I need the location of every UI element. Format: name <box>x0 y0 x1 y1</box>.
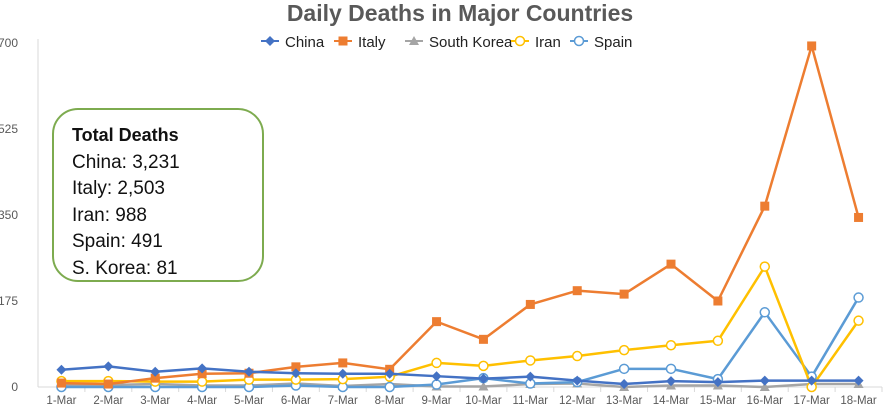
data-point-china <box>806 375 817 386</box>
data-point-china <box>431 371 442 382</box>
x-tick-label: 9-Mar <box>422 395 452 407</box>
data-point-iran <box>853 315 864 326</box>
x-tick-label: 11-Mar <box>513 395 549 407</box>
total-korea: S. Korea: 81 <box>72 257 178 279</box>
x-tick-label: 18-Mar <box>840 395 877 407</box>
data-point-iran <box>431 357 442 369</box>
y-tick-label: 525 <box>0 122 18 136</box>
x-tick-label: 1-Mar <box>46 395 76 407</box>
data-point-italy <box>150 373 160 383</box>
data-point-italy <box>572 286 582 296</box>
total-deaths-box: Total Deaths China: 3,231 Italy: 2,503 I… <box>52 108 264 282</box>
data-point-italy <box>478 334 488 344</box>
data-point-china <box>56 364 67 375</box>
x-tick-label: 6-Mar <box>281 395 311 407</box>
x-tick-label: 7-Mar <box>328 395 358 407</box>
data-point-china <box>150 366 161 377</box>
data-point-italy <box>666 259 676 269</box>
x-tick-label: 14-Mar <box>653 395 690 407</box>
data-point-spain <box>618 363 630 375</box>
chart-title: Daily Deaths in Major Countries <box>286 0 634 26</box>
data-point-italy <box>291 362 301 372</box>
data-point-italy <box>854 212 864 222</box>
legend-label-spain: Spain <box>594 34 632 51</box>
data-point-china <box>244 366 254 377</box>
data-point-iran <box>525 355 536 366</box>
legend-marker-iran <box>514 35 526 47</box>
data-point-italy <box>619 289 629 299</box>
data-point-spain <box>759 307 771 318</box>
data-point-iran <box>618 344 630 356</box>
data-point-italy <box>197 369 207 379</box>
data-point-italy <box>760 201 770 211</box>
x-tick-label: 10-Mar <box>465 395 502 407</box>
data-point-italy <box>525 299 535 309</box>
y-tick-label: 0 <box>11 380 18 394</box>
legend-label-south-korea: South Korea <box>429 34 513 51</box>
total-spain: Spain: 491 <box>72 231 163 252</box>
legend-label-china: China <box>285 34 325 51</box>
legend-marker-china <box>265 36 275 46</box>
data-point-iran <box>478 360 489 372</box>
x-tick-label: 12-Mar <box>559 395 596 407</box>
data-point-china <box>525 371 536 382</box>
data-point-spain <box>665 363 677 375</box>
data-point-iran <box>196 376 208 387</box>
x-tick-label: 5-Mar <box>234 395 264 407</box>
data-point-iran <box>665 339 677 351</box>
y-tick-label: 175 <box>0 294 18 308</box>
data-point-spain <box>431 379 442 390</box>
data-point-south-korea <box>759 382 770 391</box>
x-tick-label: 16-Mar <box>747 395 784 407</box>
data-point-china <box>853 375 864 386</box>
data-point-china <box>384 368 395 379</box>
data-point-italy <box>56 378 66 388</box>
series-line-south-korea <box>61 382 859 389</box>
data-point-iran <box>712 335 724 347</box>
data-point-south-korea <box>478 381 489 391</box>
data-point-china <box>619 379 630 390</box>
data-point-iran <box>571 350 583 362</box>
data-point-spain <box>853 292 864 303</box>
total-italy: Italy: 2,503 <box>72 178 165 199</box>
series-line-spain <box>61 296 860 389</box>
x-tick-label: 2-Mar <box>93 395 123 407</box>
data-point-china <box>666 376 676 387</box>
legend-marker-spain <box>573 35 585 47</box>
data-point-china <box>572 375 583 386</box>
total-china: China: 3,231 <box>72 151 180 173</box>
data-point-china <box>712 377 723 388</box>
data-point-italy <box>432 317 442 327</box>
y-tick-label: 700 <box>0 36 18 50</box>
legend-marker-south-korea <box>409 36 419 45</box>
data-point-china <box>290 368 301 379</box>
total-deaths-heading: Total Deaths <box>72 125 179 145</box>
x-tick-label: 4-Mar <box>187 395 217 407</box>
data-point-italy <box>713 296 723 306</box>
series-line-china <box>61 365 859 386</box>
x-tick-label: 13-Mar <box>606 395 643 407</box>
y-tick-label: 350 <box>0 208 18 222</box>
data-point-china <box>197 363 208 374</box>
data-point-china <box>478 373 489 384</box>
x-tick-label: 15-Mar <box>700 395 737 407</box>
data-point-spain <box>384 381 395 393</box>
data-point-china <box>337 368 348 379</box>
series-line-iran <box>61 265 860 389</box>
legend-label-italy: Italy <box>358 34 386 51</box>
data-point-china <box>759 375 770 386</box>
x-tick-label: 3-Mar <box>140 395 170 407</box>
data-point-italy <box>103 379 113 389</box>
series-line-italy <box>61 44 860 386</box>
legend-label-iran: Iran <box>535 34 561 51</box>
x-tick-label: 17-Mar <box>793 395 830 407</box>
data-point-iran <box>759 261 771 272</box>
x-tick-label: 8-Mar <box>375 395 405 407</box>
data-point-italy <box>807 41 817 51</box>
total-iran: Iran: 988 <box>72 204 147 226</box>
data-point-italy <box>338 358 348 368</box>
data-point-china <box>103 361 114 372</box>
legend-marker-italy <box>338 36 348 46</box>
